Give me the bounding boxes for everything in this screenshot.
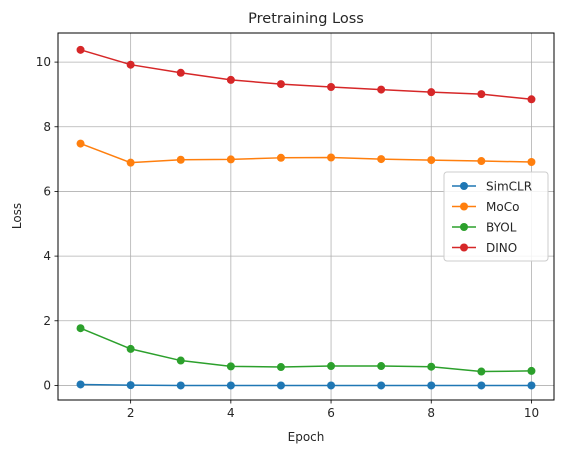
data-point-moco [76,139,85,148]
legend: SimCLR MoCo BYOL DINO [443,171,549,262]
legend-marker-simclr [460,182,468,190]
data-point-moco [276,153,285,162]
data-point-byol [377,362,386,371]
data-point-dino [527,95,536,104]
legend-entry-simclr: SimCLR [452,180,532,194]
data-point-byol [427,362,436,371]
series-group [76,45,536,390]
series-line-simclr [80,383,532,387]
data-point-byol [176,356,185,365]
legend-marker-byol [460,223,468,231]
legend-entry-byol: BYOL [452,221,517,235]
data-point-byol [76,324,85,333]
data-point-dino [377,85,386,94]
x-tick-label: 2 [127,406,135,420]
y-tick-label: 8 [43,120,51,134]
series-line-moco [80,142,532,164]
data-point-simclr [126,381,135,390]
data-point-moco [327,153,336,162]
data-point-simclr [527,381,536,390]
data-point-byol [327,362,336,371]
axis-ticks: 2 4 6 8 10 0 2 4 6 8 10 [36,55,539,420]
data-point-moco [477,157,486,166]
y-tick-label: 6 [43,184,51,198]
series-moco [76,139,536,167]
x-axis-title: Epoch [288,430,325,444]
y-tick-label: 2 [43,314,51,328]
data-point-moco [427,156,436,165]
data-point-simclr [176,381,185,390]
data-point-simclr [226,381,235,390]
data-point-simclr [377,381,386,390]
legend-marker-dino [460,243,468,252]
y-tick-label: 0 [43,378,51,392]
data-point-dino [126,60,135,69]
data-point-moco [176,155,185,164]
data-point-simclr [327,381,336,390]
data-point-byol [276,363,285,372]
data-point-dino [76,45,85,54]
plot-area-frame [57,32,555,401]
data-point-moco [377,155,386,164]
data-point-dino [226,75,235,84]
x-tick-label: 8 [427,406,435,420]
series-byol [76,324,536,376]
data-point-simclr [477,381,486,390]
legend-label-byol: BYOL [486,221,517,235]
x-tick-label: 6 [327,406,335,420]
series-line-byol [80,327,532,373]
data-point-moco [126,158,135,167]
data-point-moco [226,155,235,164]
data-point-byol [126,344,135,353]
y-tick-label: 10 [36,55,51,69]
data-point-dino [176,68,185,77]
data-point-byol [527,366,536,375]
series-simclr [76,380,536,390]
data-point-simclr [427,381,436,390]
y-axis-title: Loss [10,203,24,229]
legend-label-moco: MoCo [486,200,519,214]
y-tick-label: 4 [43,249,51,263]
legend-entry-moco: MoCo [452,200,519,214]
legend-label-dino: DINO [486,241,517,255]
data-point-dino [276,80,285,89]
x-tick-label: 4 [227,406,235,420]
data-point-dino [327,82,336,91]
data-point-moco [527,158,536,167]
data-point-dino [427,88,436,97]
x-tick-label: 10 [524,406,539,420]
series-dino [76,45,536,104]
legend-box [443,171,549,262]
data-point-byol [226,362,235,371]
data-point-simclr [276,381,285,390]
data-point-byol [477,367,486,376]
data-point-dino [477,90,486,99]
series-line-dino [80,49,532,101]
legend-marker-moco [460,202,468,211]
legend-entry-dino: DINO [452,241,517,255]
legend-label-simclr: SimCLR [486,180,532,194]
data-point-simclr [76,380,85,389]
chart-title: Pretraining Loss [248,11,364,27]
